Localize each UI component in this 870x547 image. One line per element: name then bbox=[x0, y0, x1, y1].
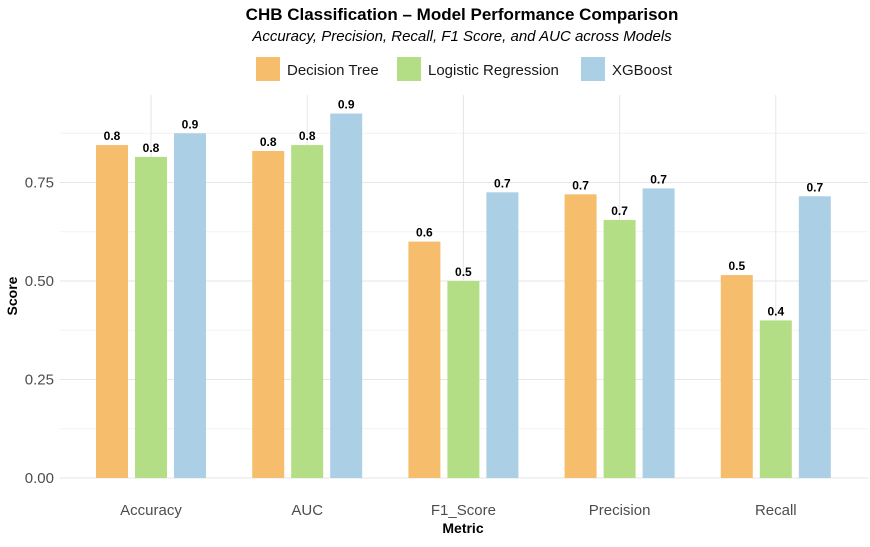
bar-value-label: 0.5 bbox=[455, 265, 472, 279]
bar bbox=[642, 188, 675, 478]
legend-swatch bbox=[256, 57, 280, 81]
y-tick-label: 0.25 bbox=[25, 372, 54, 389]
bar-value-label: 0.8 bbox=[260, 135, 277, 149]
chart-title: CHB Classification – Model Performance C… bbox=[246, 5, 679, 24]
x-axis-title: Metric bbox=[442, 520, 483, 536]
y-tick-label: 0.50 bbox=[25, 273, 54, 290]
bar-labels: 0.8 0.8 0.6 0.7 0.5 0.8 0.8 0.5 0.7 0.4 0.9 0.9 0.7 0… bbox=[104, 98, 824, 319]
bar bbox=[96, 145, 128, 478]
legend-swatch bbox=[581, 57, 605, 81]
bar bbox=[759, 320, 792, 478]
bar-value-label: 0.8 bbox=[299, 129, 316, 143]
bar-value-label: 0.7 bbox=[650, 172, 667, 186]
bar bbox=[291, 145, 324, 478]
bar-value-label: 0.4 bbox=[767, 304, 784, 318]
x-tick-label: Precision bbox=[589, 502, 651, 519]
bar-value-label: 0.6 bbox=[416, 226, 433, 240]
x-axis-ticks: Accuracy AUC F1_Score Precision Recall bbox=[120, 502, 796, 519]
bar bbox=[798, 196, 831, 479]
legend: Decision Tree Logistic Regression XGBoost bbox=[256, 57, 673, 81]
bar bbox=[135, 156, 167, 478]
bar bbox=[408, 241, 441, 478]
bar bbox=[174, 133, 206, 478]
bar-value-label: 0.8 bbox=[143, 141, 160, 155]
x-tick-label: Recall bbox=[755, 502, 797, 519]
y-tick-label: 0.00 bbox=[25, 470, 54, 487]
bar-value-label: 0.7 bbox=[572, 178, 589, 192]
x-tick-label: AUC bbox=[291, 502, 323, 519]
y-tick-label: 0.75 bbox=[25, 175, 54, 192]
legend-label: Decision Tree bbox=[287, 62, 379, 79]
bar-value-label: 0.7 bbox=[806, 180, 823, 194]
legend-label: Logistic Regression bbox=[428, 62, 559, 79]
x-tick-label: F1_Score bbox=[431, 502, 496, 519]
bar-value-label: 0.7 bbox=[611, 204, 628, 218]
y-axis-title: Score bbox=[4, 276, 20, 315]
bar bbox=[330, 113, 363, 479]
bar-value-label: 0.9 bbox=[338, 98, 355, 112]
bars bbox=[96, 113, 831, 479]
x-tick-label: Accuracy bbox=[120, 502, 182, 519]
legend-swatch bbox=[397, 57, 421, 81]
bar bbox=[603, 219, 636, 478]
bar bbox=[486, 192, 519, 478]
y-axis-ticks: 0.00 0.25 0.50 0.75 bbox=[25, 175, 54, 488]
bar-value-label: 0.9 bbox=[182, 117, 199, 131]
bar bbox=[564, 194, 597, 478]
bar-value-label: 0.5 bbox=[728, 259, 745, 273]
bar bbox=[447, 281, 480, 478]
legend-label: XGBoost bbox=[612, 62, 673, 79]
bar bbox=[252, 150, 285, 479]
bar bbox=[720, 275, 753, 478]
chart-subtitle: Accuracy, Precision, Recall, F1 Score, a… bbox=[251, 28, 672, 45]
bar-value-label: 0.7 bbox=[494, 176, 511, 190]
bar-value-label: 0.8 bbox=[104, 129, 121, 143]
